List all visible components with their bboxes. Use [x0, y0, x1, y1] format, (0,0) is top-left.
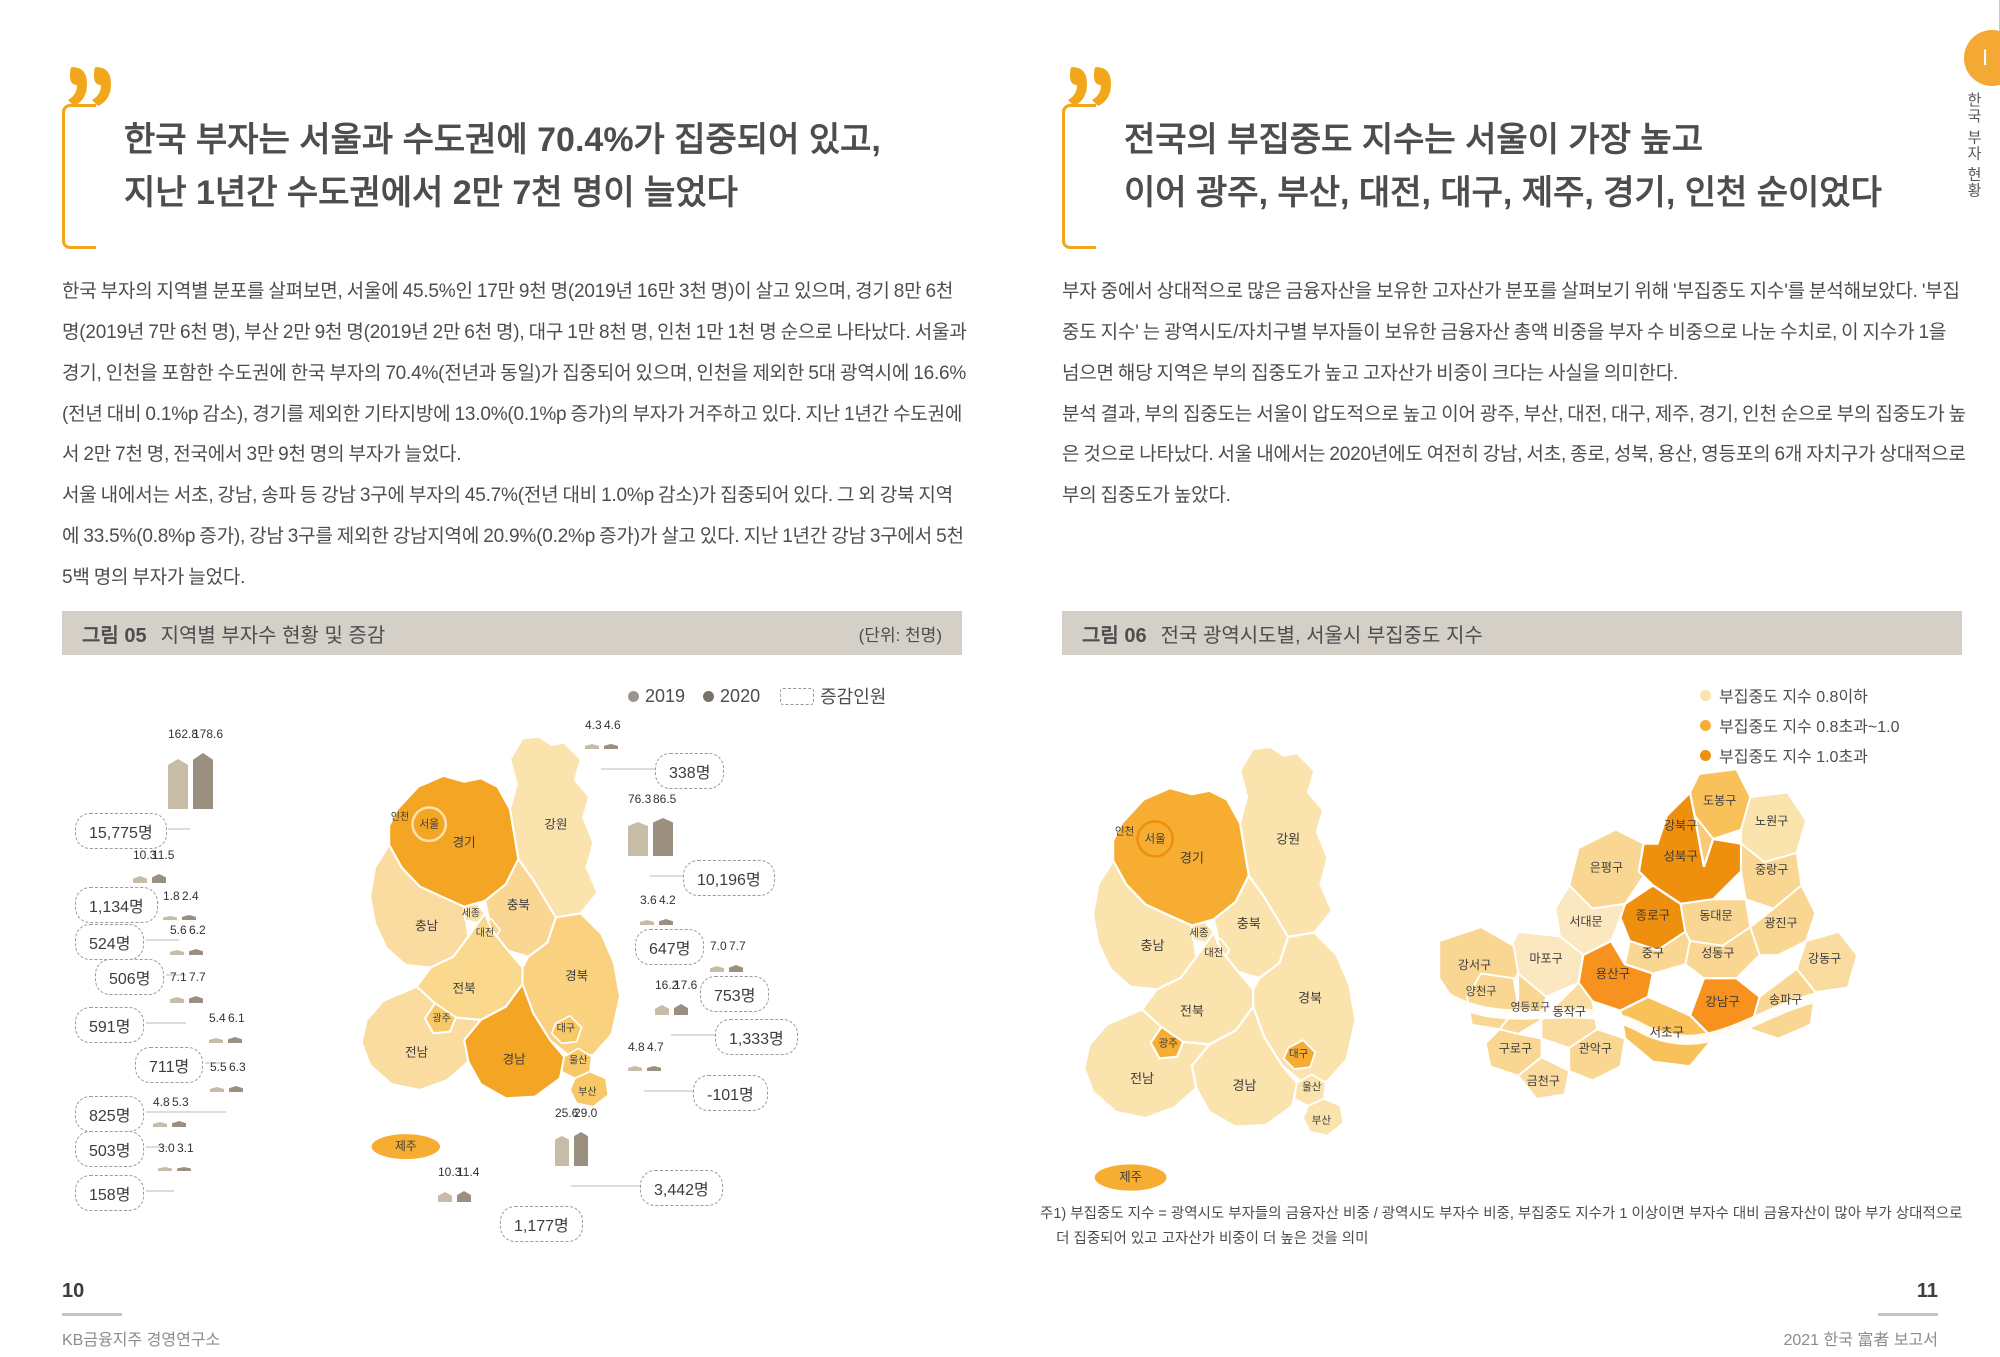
svg-text:인천: 인천 — [1115, 826, 1134, 838]
svg-text:인천: 인천 — [391, 811, 409, 823]
svg-text:충남: 충남 — [1140, 938, 1164, 953]
svg-text:강원: 강원 — [1276, 831, 1300, 846]
svg-text:전남: 전남 — [405, 1046, 428, 1060]
svg-text:구로구: 구로구 — [1499, 1041, 1532, 1055]
svg-text:양천구: 양천구 — [1466, 984, 1497, 998]
svg-text:제주: 제주 — [1119, 1170, 1142, 1184]
svg-text:세종: 세종 — [1189, 927, 1209, 939]
svg-text:은평구: 은평구 — [1590, 860, 1623, 874]
svg-text:강원: 강원 — [544, 817, 567, 831]
svg-text:노원구: 노원구 — [1755, 814, 1788, 828]
svg-text:광주: 광주 — [432, 1013, 450, 1025]
svg-text:서울: 서울 — [1145, 832, 1166, 845]
svg-text:경남: 경남 — [503, 1052, 526, 1066]
svg-text:관악구: 관악구 — [1579, 1041, 1612, 1055]
svg-text:경북: 경북 — [1298, 991, 1322, 1006]
svg-text:광진구: 광진구 — [1764, 916, 1797, 930]
svg-text:영등포구: 영등포구 — [1511, 1002, 1550, 1014]
svg-text:종로구: 종로구 — [1636, 909, 1671, 923]
svg-text:세종: 세종 — [462, 908, 480, 920]
svg-text:중랑구: 중랑구 — [1755, 862, 1788, 876]
svg-text:대전: 대전 — [476, 927, 494, 939]
svg-text:송파구: 송파구 — [1769, 992, 1802, 1006]
svg-text:충북: 충북 — [507, 898, 530, 912]
svg-text:강동구: 강동구 — [1808, 951, 1841, 965]
svg-text:울산: 울산 — [1302, 1081, 1322, 1093]
svg-text:대구: 대구 — [1289, 1048, 1309, 1060]
svg-text:경북: 경북 — [565, 969, 588, 983]
svg-text:부산: 부산 — [1312, 1114, 1332, 1126]
svg-text:전북: 전북 — [1180, 1004, 1204, 1019]
svg-text:충북: 충북 — [1237, 916, 1261, 931]
svg-text:대구: 대구 — [557, 1023, 575, 1035]
svg-text:충남: 충남 — [415, 919, 438, 933]
svg-text:전남: 전남 — [1130, 1071, 1154, 1086]
svg-text:대전: 대전 — [1204, 947, 1223, 959]
svg-text:용산구: 용산구 — [1596, 967, 1631, 981]
svg-text:성동구: 성동구 — [1701, 946, 1734, 960]
svg-text:서대문: 서대문 — [1569, 914, 1602, 928]
svg-text:경기: 경기 — [453, 836, 476, 850]
svg-text:강북구: 강북구 — [1664, 819, 1697, 833]
svg-text:동작구: 동작구 — [1553, 1004, 1586, 1018]
svg-text:서초구: 서초구 — [1650, 1026, 1685, 1040]
svg-text:울산: 울산 — [569, 1054, 587, 1066]
svg-text:전북: 전북 — [453, 981, 476, 995]
svg-text:광주: 광주 — [1159, 1037, 1179, 1049]
svg-text:도봉구: 도봉구 — [1703, 794, 1736, 808]
svg-text:강서구: 강서구 — [1458, 958, 1491, 972]
svg-text:경기: 경기 — [1180, 851, 1204, 866]
svg-text:제주: 제주 — [395, 1140, 417, 1153]
svg-text:마포구: 마포구 — [1529, 951, 1562, 965]
svg-text:서울: 서울 — [419, 817, 439, 830]
svg-text:동대문: 동대문 — [1699, 909, 1732, 923]
svg-text:중구: 중구 — [1642, 946, 1664, 960]
svg-text:강남구: 강남구 — [1705, 995, 1740, 1009]
svg-text:경남: 경남 — [1232, 1078, 1256, 1093]
svg-text:성북구: 성북구 — [1663, 849, 1698, 863]
svg-text:금천구: 금천구 — [1527, 1073, 1560, 1088]
svg-text:부산: 부산 — [578, 1086, 596, 1098]
